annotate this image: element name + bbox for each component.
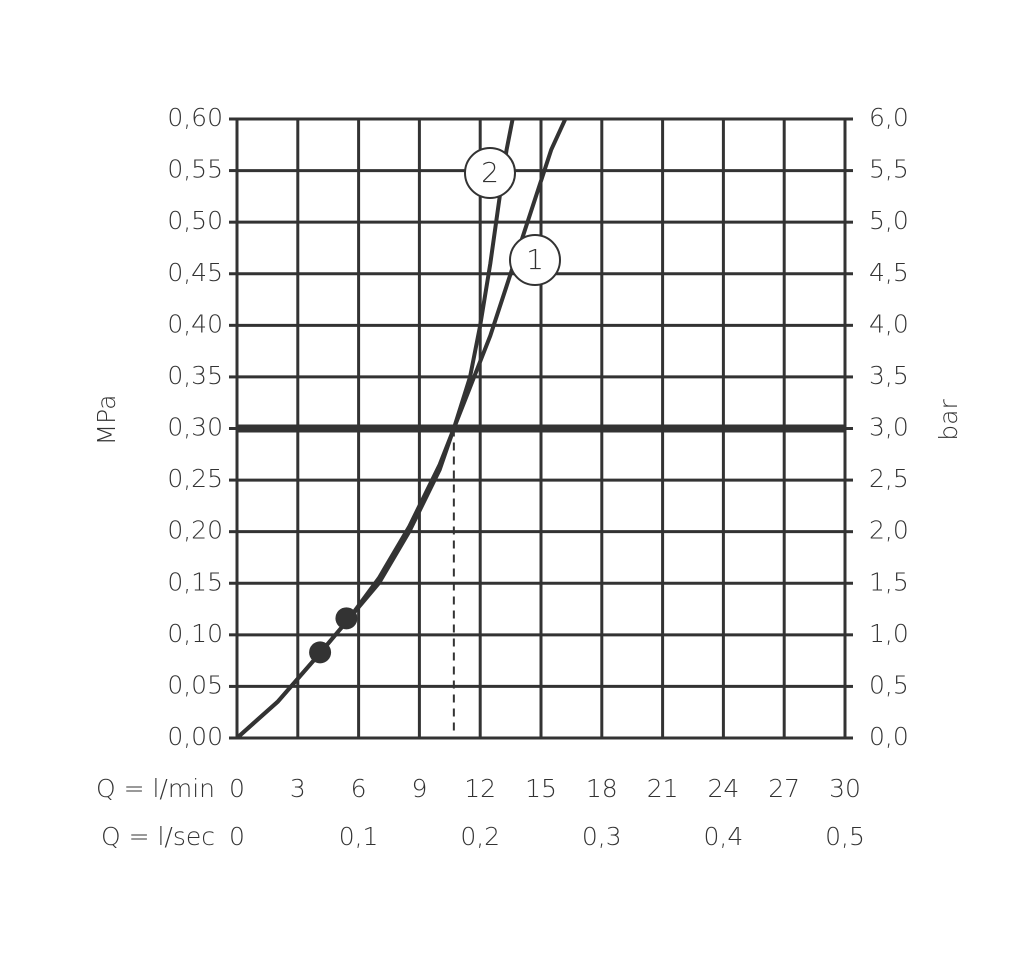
y-tick-label: 0,30 <box>167 413 223 442</box>
x2-tick-label: 0,5 <box>825 822 865 851</box>
series-label-circle <box>509 234 561 286</box>
y-tick-label: 0,20 <box>167 516 223 545</box>
x-tick-label: 27 <box>768 774 800 803</box>
x2-tick-label: 0,3 <box>582 822 622 851</box>
y2-tick-label: 6,0 <box>869 103 909 132</box>
y2-tick-label: 0,5 <box>869 670 909 699</box>
y2-tick-label: 4,5 <box>869 258 909 287</box>
y-axis-label: MPa <box>92 395 121 446</box>
x-tick-label: 0 <box>229 774 245 803</box>
x-tick-label: 24 <box>707 774 739 803</box>
y2-tick-label: 0,0 <box>869 722 909 751</box>
x-tick-label: 3 <box>290 774 306 803</box>
y2-tick-label: 3,5 <box>869 361 909 390</box>
x-tick-label: 21 <box>647 774 679 803</box>
x2-tick-label: 0,4 <box>704 822 744 851</box>
y2-tick-label: 3,0 <box>869 413 909 442</box>
y2-tick-label: 5,5 <box>869 155 909 184</box>
x2-axis-label: Q = l/sec <box>101 822 215 851</box>
x2-tick-label: 0,1 <box>339 822 379 851</box>
x-tick-label: 15 <box>525 774 557 803</box>
y2-tick-label: 2,0 <box>869 516 909 545</box>
y2-tick-label: 2,5 <box>869 464 909 493</box>
x-axis-label: Q = l/min <box>96 774 215 803</box>
y-tick-label: 0,25 <box>167 464 223 493</box>
marker <box>309 641 332 664</box>
x-tick-label: 9 <box>411 774 427 803</box>
plot-frame <box>235 117 847 740</box>
y-tick-label: 0,35 <box>167 361 223 390</box>
series-label: 2 <box>481 156 499 189</box>
y-tick-label: 0,40 <box>167 309 223 338</box>
x2-tick-label: 0 <box>229 822 245 851</box>
y2-tick-label: 5,0 <box>869 206 909 235</box>
y-tick-label: 0,60 <box>167 103 223 132</box>
y-tick-label: 0,10 <box>167 619 223 648</box>
y-tick-label: 0,15 <box>167 567 223 596</box>
series-label: 1 <box>526 243 544 276</box>
y-tick-label: 0,55 <box>167 155 223 184</box>
x-tick-label: 12 <box>464 774 496 803</box>
marker <box>335 607 358 630</box>
y2-tick-label: 4,0 <box>869 309 909 338</box>
y-tick-label: 0,45 <box>167 258 223 287</box>
x-tick-label: 18 <box>586 774 618 803</box>
x-tick-label: 6 <box>351 774 367 803</box>
y2-tick-label: 1,0 <box>869 619 909 648</box>
y-tick-label: 0,05 <box>167 670 223 699</box>
y-tick-label: 0,00 <box>167 722 223 751</box>
y2-tick-label: 1,5 <box>869 567 909 596</box>
series-label-circle <box>464 147 516 199</box>
y-tick-label: 0,50 <box>167 206 223 235</box>
y2-axis-label: bar <box>934 399 963 441</box>
x-tick-label: 30 <box>829 774 861 803</box>
x2-tick-label: 0,2 <box>460 822 500 851</box>
